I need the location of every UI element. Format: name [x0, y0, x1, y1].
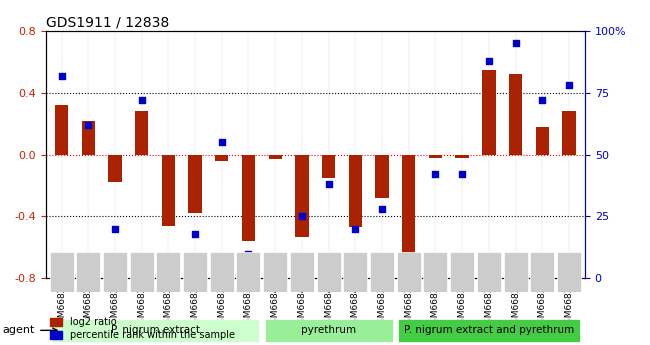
FancyBboxPatch shape — [557, 252, 581, 292]
FancyBboxPatch shape — [396, 252, 421, 292]
Legend: log2 ratio, percentile rank within the sample: log2 ratio, percentile rank within the s… — [50, 317, 235, 340]
Point — [216, 139, 227, 145]
FancyBboxPatch shape — [477, 252, 501, 292]
Point — [484, 58, 494, 63]
Bar — [375, 155, 389, 198]
Text: GDS1911 / 12838: GDS1911 / 12838 — [46, 16, 169, 30]
Bar — [215, 155, 228, 161]
Bar — [268, 155, 282, 159]
Bar — [135, 111, 148, 155]
Text: P. nigrum extract: P. nigrum extract — [111, 325, 200, 335]
FancyBboxPatch shape — [343, 252, 367, 292]
FancyBboxPatch shape — [210, 252, 234, 292]
FancyBboxPatch shape — [290, 252, 314, 292]
Point — [243, 251, 254, 256]
FancyBboxPatch shape — [237, 252, 261, 292]
Bar — [482, 70, 495, 155]
Bar — [402, 155, 415, 255]
Text: agent: agent — [3, 325, 57, 335]
Point — [83, 122, 94, 128]
Point — [324, 181, 334, 187]
Bar — [562, 111, 576, 155]
FancyBboxPatch shape — [157, 252, 180, 292]
Text: P. nigrum extract and pyrethrum: P. nigrum extract and pyrethrum — [404, 325, 574, 335]
Bar — [81, 121, 95, 155]
Point — [350, 226, 361, 231]
Bar — [509, 74, 522, 155]
Bar — [429, 155, 442, 158]
Point — [270, 256, 280, 261]
Bar — [456, 155, 469, 158]
FancyBboxPatch shape — [49, 252, 73, 292]
Point — [430, 172, 441, 177]
Bar — [162, 155, 175, 226]
Bar — [109, 155, 122, 183]
FancyBboxPatch shape — [450, 252, 474, 292]
FancyBboxPatch shape — [530, 252, 554, 292]
Point — [404, 256, 414, 261]
Point — [110, 226, 120, 231]
Bar — [55, 105, 68, 155]
Bar — [188, 155, 202, 214]
FancyBboxPatch shape — [76, 252, 100, 292]
Point — [564, 83, 574, 88]
FancyBboxPatch shape — [51, 319, 259, 342]
FancyBboxPatch shape — [370, 252, 394, 292]
Bar — [536, 127, 549, 155]
FancyBboxPatch shape — [129, 252, 153, 292]
Bar — [348, 155, 362, 227]
Point — [377, 206, 387, 212]
Point — [136, 98, 147, 103]
Bar — [322, 155, 335, 178]
Point — [457, 172, 467, 177]
FancyBboxPatch shape — [265, 319, 393, 342]
FancyBboxPatch shape — [183, 252, 207, 292]
Bar — [295, 155, 309, 237]
FancyBboxPatch shape — [263, 252, 287, 292]
Bar — [242, 155, 255, 241]
Point — [57, 73, 67, 78]
FancyBboxPatch shape — [398, 319, 580, 342]
Point — [296, 214, 307, 219]
Text: pyrethrum: pyrethrum — [301, 325, 356, 335]
Point — [190, 231, 200, 237]
FancyBboxPatch shape — [504, 252, 528, 292]
Point — [510, 41, 521, 46]
Point — [163, 256, 174, 261]
FancyBboxPatch shape — [423, 252, 447, 292]
FancyBboxPatch shape — [317, 252, 341, 292]
FancyBboxPatch shape — [103, 252, 127, 292]
Point — [537, 98, 547, 103]
